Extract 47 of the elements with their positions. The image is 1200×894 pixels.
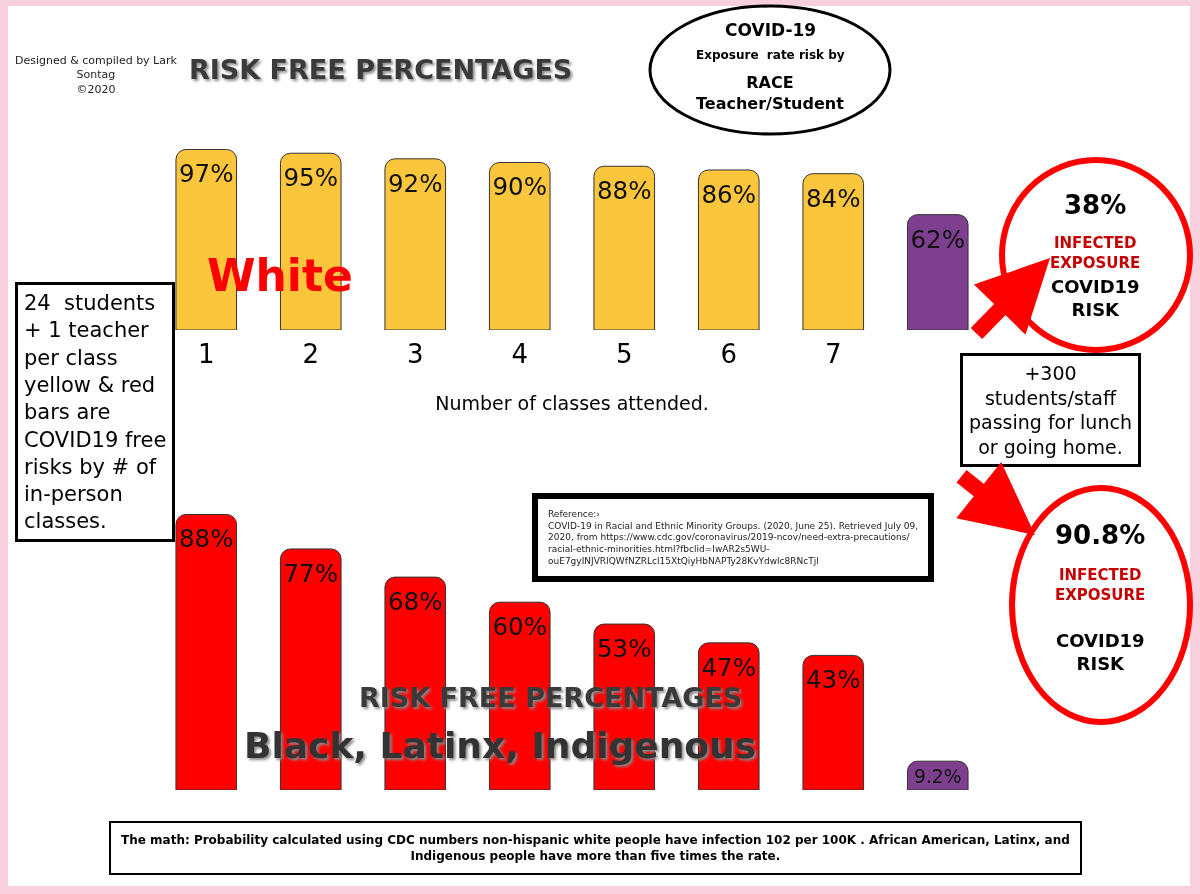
text: 90.8%	[1055, 520, 1146, 550]
data-label: 9.2%	[913, 765, 962, 787]
data-label: 68%	[387, 587, 443, 617]
data-label: 88%	[178, 524, 234, 554]
data-label: 62%	[910, 224, 966, 254]
bar	[802, 654, 865, 790]
text: +300 students/staff passing for lunch or going home.	[969, 362, 1132, 459]
x-tick-label: 1	[197, 339, 215, 369]
text: INFECTED EXPOSURE	[1055, 566, 1146, 604]
text: Designed & compiled by Lark Sontag ©2020	[15, 54, 178, 96]
bar	[697, 169, 760, 330]
data-label: 53%	[596, 634, 652, 663]
text: INFECTED EXPOSURE	[1050, 234, 1141, 272]
text: 38%	[1064, 190, 1127, 220]
x-tick-label: 5	[615, 339, 633, 369]
text: Exposure rate risk by	[696, 48, 845, 62]
data-label: 43%	[805, 665, 861, 695]
data-label: 97%	[178, 159, 234, 189]
data-label: 77%	[283, 558, 339, 588]
data-label: 84%	[805, 183, 861, 213]
x-tick-label: 3	[406, 339, 424, 369]
data-label: 47%	[701, 652, 757, 682]
text: The math: Probability calculated using CDC numbers non-hispanic white people have infection 102 per 100K . African American, Latinx, and Indigenous people have more than five times the rate.	[121, 833, 1070, 863]
x-tick-label: 6	[720, 339, 738, 369]
text: COVID19 RISK	[1056, 630, 1145, 675]
bar	[488, 162, 551, 330]
bar	[384, 158, 447, 330]
text: COVID19 RISK	[1051, 276, 1140, 321]
annotation: Reference:› COVID-19 in Racial and Ethnic Minority Groups. (2020, June 25). Retrieved July 09, 2020, from https://www.cdc.gov/coronavirus/2019-ncov/need-extra-precautions/ racial-ethnic-minorities.html?fbclid=IwAR2s5WU- ouE7gyINJVRIQWfNZRLcl15XtQiyHbNAPTy28KvYdwlc8RNcTjl	[548, 509, 919, 566]
data-label: 86%	[701, 179, 757, 209]
bar	[175, 514, 238, 790]
data-label: 90%	[492, 172, 548, 202]
text: RACE Teacher/Student	[696, 73, 845, 113]
data-label: 95%	[283, 163, 339, 193]
bar	[802, 173, 865, 330]
data-label: 60%	[492, 612, 548, 642]
x-axis-title: Number of classes attended.	[435, 391, 709, 414]
text: COVID-19	[725, 20, 817, 40]
text: RISK FREE PERCENTAGES	[189, 54, 573, 85]
bar	[593, 165, 656, 330]
data-label: 88%	[596, 176, 652, 206]
x-tick-label: 4	[511, 339, 529, 369]
data-label: 92%	[387, 168, 443, 198]
bar	[906, 214, 969, 330]
text: 24 students + 1 teacher per class yellow & red bars are COVID19 free risks by # of in-person classes.	[24, 291, 167, 534]
x-tick-label: 7	[824, 339, 842, 369]
x-tick-label: 2	[302, 339, 320, 369]
